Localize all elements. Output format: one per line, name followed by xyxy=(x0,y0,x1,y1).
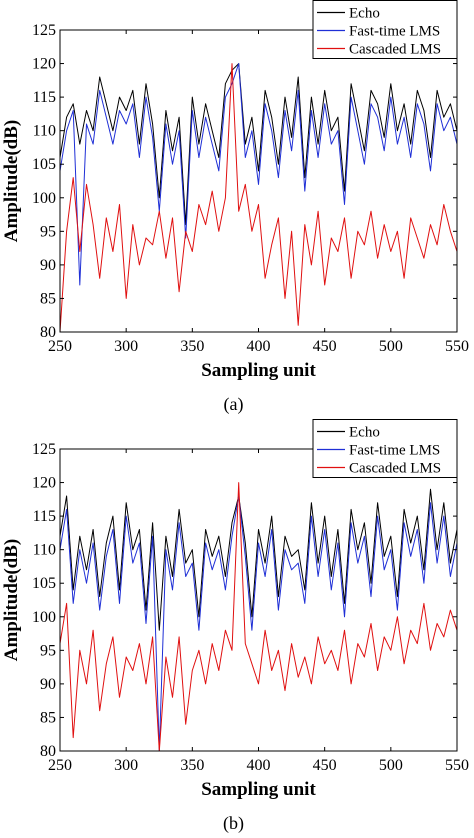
series-line-cascaded-lms xyxy=(60,63,457,332)
legend-label: Cascaded LMS xyxy=(349,461,441,477)
x-tick-label: 350 xyxy=(180,757,204,774)
series-line-fast-time-lms xyxy=(60,495,457,751)
series-line-echo xyxy=(60,488,457,631)
x-tick-label: 350 xyxy=(180,338,204,355)
y-tick-label: 125 xyxy=(32,22,56,39)
x-tick-label: 500 xyxy=(379,338,403,355)
series-group xyxy=(60,482,457,751)
y-tick-label: 85 xyxy=(40,709,56,726)
x-tick-label: 550 xyxy=(445,757,469,774)
x-tick-label: 300 xyxy=(114,757,138,774)
y-tick-label: 120 xyxy=(32,475,56,492)
y-tick-label: 100 xyxy=(32,609,56,626)
y-axis-label: Amplitude(dB) xyxy=(1,539,22,661)
x-tick-label: 250 xyxy=(48,757,72,774)
series-group xyxy=(60,63,457,332)
x-tick-label: 450 xyxy=(313,338,337,355)
y-tick-label: 125 xyxy=(32,441,56,458)
y-tick-label: 120 xyxy=(32,56,56,73)
x-tick-label: 450 xyxy=(313,757,337,774)
y-tick-label: 115 xyxy=(33,508,56,525)
x-axis-label: Sampling unit xyxy=(201,779,316,800)
y-tick-label: 95 xyxy=(40,642,56,659)
figure-caption: (b) xyxy=(223,813,244,834)
y-tick-label: 90 xyxy=(40,676,56,693)
y-tick-label: 110 xyxy=(33,123,56,140)
legend-label: Fast-time LMS xyxy=(349,443,440,459)
x-tick-label: 400 xyxy=(247,338,271,355)
legend-label: Cascaded LMS xyxy=(349,42,441,58)
y-tick-label: 85 xyxy=(40,290,56,307)
y-tick-label: 105 xyxy=(32,575,56,592)
y-tick-label: 115 xyxy=(33,89,56,106)
y-axis-label: Amplitude(dB) xyxy=(1,120,22,242)
x-tick-label: 300 xyxy=(114,338,138,355)
series-line-echo xyxy=(60,63,457,226)
figure-caption: (a) xyxy=(224,394,244,415)
chart-panel-a: 250 300 350 400 450 500 550 80 85 90 95 100 105 110 11… xyxy=(1,0,469,415)
y-tick-label: 90 xyxy=(40,257,56,274)
y-tick-label: 110 xyxy=(33,542,56,559)
x-tick-label: 400 xyxy=(247,757,271,774)
legend-label: Echo xyxy=(349,425,380,441)
chart-panel-b: 250 300 350 400 450 500 550 80 85 90 95 100 105 110 11… xyxy=(1,419,469,834)
series-line-fast-time-lms xyxy=(60,63,457,286)
x-tick-label: 500 xyxy=(379,757,403,774)
series-line-cascaded-lms xyxy=(60,482,457,751)
x-tick-label: 550 xyxy=(445,338,469,355)
x-tick-label: 250 xyxy=(48,338,72,355)
y-tick-label: 80 xyxy=(40,324,56,341)
legend-label: Fast-time LMS xyxy=(349,24,440,40)
y-tick-label: 100 xyxy=(32,190,56,207)
legend-label: Echo xyxy=(349,6,380,22)
y-tick-label: 80 xyxy=(40,743,56,760)
y-tick-label: 95 xyxy=(40,223,56,240)
x-axis-label: Sampling unit xyxy=(201,360,316,381)
y-tick-label: 105 xyxy=(32,156,56,173)
